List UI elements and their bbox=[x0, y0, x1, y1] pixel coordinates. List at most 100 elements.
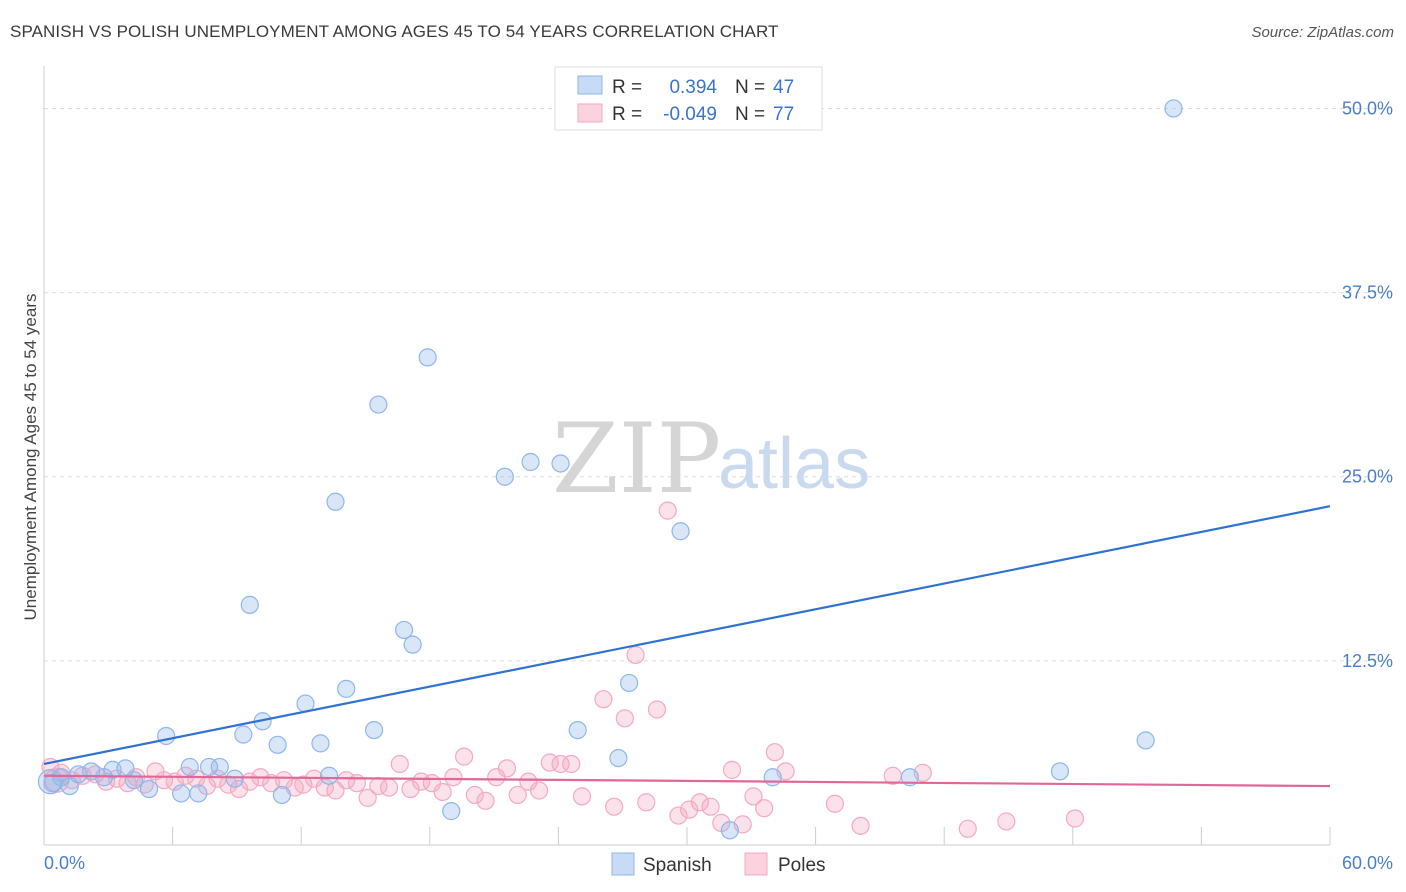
poles-point-73 bbox=[958, 819, 977, 838]
spanish-points bbox=[37, 99, 1183, 840]
poles-point-53 bbox=[615, 709, 634, 728]
spanish-point-46 bbox=[37, 769, 64, 795]
legend-spanish-label: Spanish bbox=[643, 855, 712, 876]
poles-point-61 bbox=[701, 797, 720, 816]
grid-lines bbox=[44, 107, 1390, 662]
poles-point-44 bbox=[508, 785, 527, 805]
poles-r-label: R = bbox=[612, 104, 642, 125]
x-tick-label-0: 0.0% bbox=[44, 853, 85, 873]
watermark-zip: ZIP bbox=[552, 403, 721, 515]
poles-point-70 bbox=[851, 816, 870, 835]
legend-spanish-swatch bbox=[611, 852, 635, 876]
spanish-point-38 bbox=[620, 673, 639, 693]
spanish-point-16 bbox=[225, 769, 244, 788]
poles-point-46 bbox=[530, 781, 549, 800]
poles-swatch bbox=[577, 103, 603, 123]
poles-point-75 bbox=[1065, 809, 1085, 828]
spanish-point-28 bbox=[369, 395, 388, 414]
poles-point-33 bbox=[390, 754, 409, 774]
spanish-r-value: 0.394 bbox=[669, 77, 717, 98]
spanish-point-23 bbox=[311, 734, 330, 753]
x-tick-label-1: 60.0% bbox=[1342, 853, 1393, 873]
poles-point-63 bbox=[722, 760, 742, 779]
poles-point-40 bbox=[465, 785, 484, 805]
poles-point-59 bbox=[680, 800, 699, 819]
spanish-point-32 bbox=[442, 802, 461, 821]
series-legend: Spanish Poles bbox=[611, 852, 826, 876]
spanish-point-37 bbox=[609, 748, 628, 768]
spanish-point-42 bbox=[900, 768, 920, 787]
poles-point-22 bbox=[274, 771, 294, 790]
stats-legend: R = 0.394 N = 47 R = -0.049 N = 77 bbox=[554, 66, 823, 131]
legend-poles-label: Poles bbox=[778, 855, 826, 876]
poles-point-30 bbox=[358, 788, 377, 807]
poles-point-28 bbox=[337, 771, 356, 790]
poles-point-37 bbox=[433, 782, 452, 802]
poles-point-69 bbox=[825, 794, 844, 813]
poles-point-54 bbox=[626, 645, 645, 665]
y-tick-label-1: 25.0% bbox=[1342, 467, 1393, 487]
poles-point-41 bbox=[476, 791, 495, 810]
poles-point-65 bbox=[744, 787, 763, 806]
spanish-point-13 bbox=[189, 784, 208, 803]
poles-trend-line bbox=[43, 774, 1331, 788]
poles-point-50 bbox=[572, 787, 592, 806]
poles-point-39 bbox=[454, 747, 474, 766]
poles-point-74 bbox=[997, 812, 1016, 831]
spanish-point-34 bbox=[521, 452, 540, 472]
spanish-point-9 bbox=[139, 779, 159, 799]
spanish-point-41 bbox=[763, 768, 782, 787]
poles-point-57 bbox=[658, 501, 677, 520]
spanish-point-40 bbox=[720, 821, 739, 840]
spanish-point-39 bbox=[671, 522, 690, 541]
poles-points bbox=[41, 501, 1085, 838]
spanish-point-31 bbox=[418, 348, 437, 367]
y-axis-title: Unemployment Among Ages 45 to 54 years bbox=[21, 294, 40, 621]
poles-point-32 bbox=[379, 778, 399, 797]
spanish-n-label: N = bbox=[735, 77, 765, 98]
spanish-point-18 bbox=[240, 595, 259, 614]
poles-point-66 bbox=[755, 799, 774, 818]
poles-point-38 bbox=[444, 768, 463, 787]
poles-point-34 bbox=[401, 779, 420, 799]
spanish-point-14 bbox=[199, 757, 219, 777]
spanish-point-11 bbox=[172, 784, 191, 803]
spanish-point-30 bbox=[403, 635, 422, 654]
spanish-point-33 bbox=[495, 467, 514, 486]
trend-lines bbox=[43, 505, 1331, 788]
spanish-point-20 bbox=[268, 735, 287, 754]
spanish-point-27 bbox=[364, 720, 384, 740]
spanish-point-26 bbox=[337, 679, 356, 698]
y-tick-label-3: 50.0% bbox=[1342, 98, 1393, 118]
spanish-point-43 bbox=[1050, 762, 1070, 781]
chart-title: SPANISH VS POLISH UNEMPLOYMENT AMONG AGE… bbox=[10, 22, 779, 41]
poles-point-52 bbox=[605, 797, 624, 816]
spanish-point-35 bbox=[551, 454, 570, 473]
spanish-point-36 bbox=[568, 720, 587, 740]
y-tick-label-2: 37.5% bbox=[1342, 283, 1393, 303]
poles-point-60 bbox=[690, 793, 709, 812]
legend-poles-swatch bbox=[744, 852, 768, 876]
spanish-point-29 bbox=[394, 620, 414, 640]
watermark: ZIP atlas bbox=[552, 403, 870, 515]
axes bbox=[43, 66, 1331, 846]
spanish-point-8 bbox=[124, 771, 144, 790]
spanish-point-45 bbox=[1164, 99, 1183, 118]
poles-n-label: N = bbox=[735, 104, 765, 125]
poles-point-56 bbox=[647, 700, 667, 719]
spanish-point-21 bbox=[272, 785, 292, 805]
poles-point-49 bbox=[562, 754, 581, 774]
spanish-point-25 bbox=[326, 492, 345, 511]
spanish-point-17 bbox=[234, 725, 253, 744]
poles-point-67 bbox=[765, 743, 784, 762]
poles-point-14 bbox=[187, 769, 206, 788]
spanish-swatch bbox=[577, 75, 603, 95]
spanish-n-value: 47 bbox=[773, 77, 794, 98]
spanish-trend-line bbox=[43, 505, 1331, 766]
poles-n-value: 77 bbox=[773, 104, 794, 125]
poles-point-24 bbox=[294, 775, 313, 794]
poles-point-43 bbox=[497, 759, 517, 778]
spanish-point-24 bbox=[319, 766, 339, 785]
poles-point-48 bbox=[551, 754, 570, 774]
